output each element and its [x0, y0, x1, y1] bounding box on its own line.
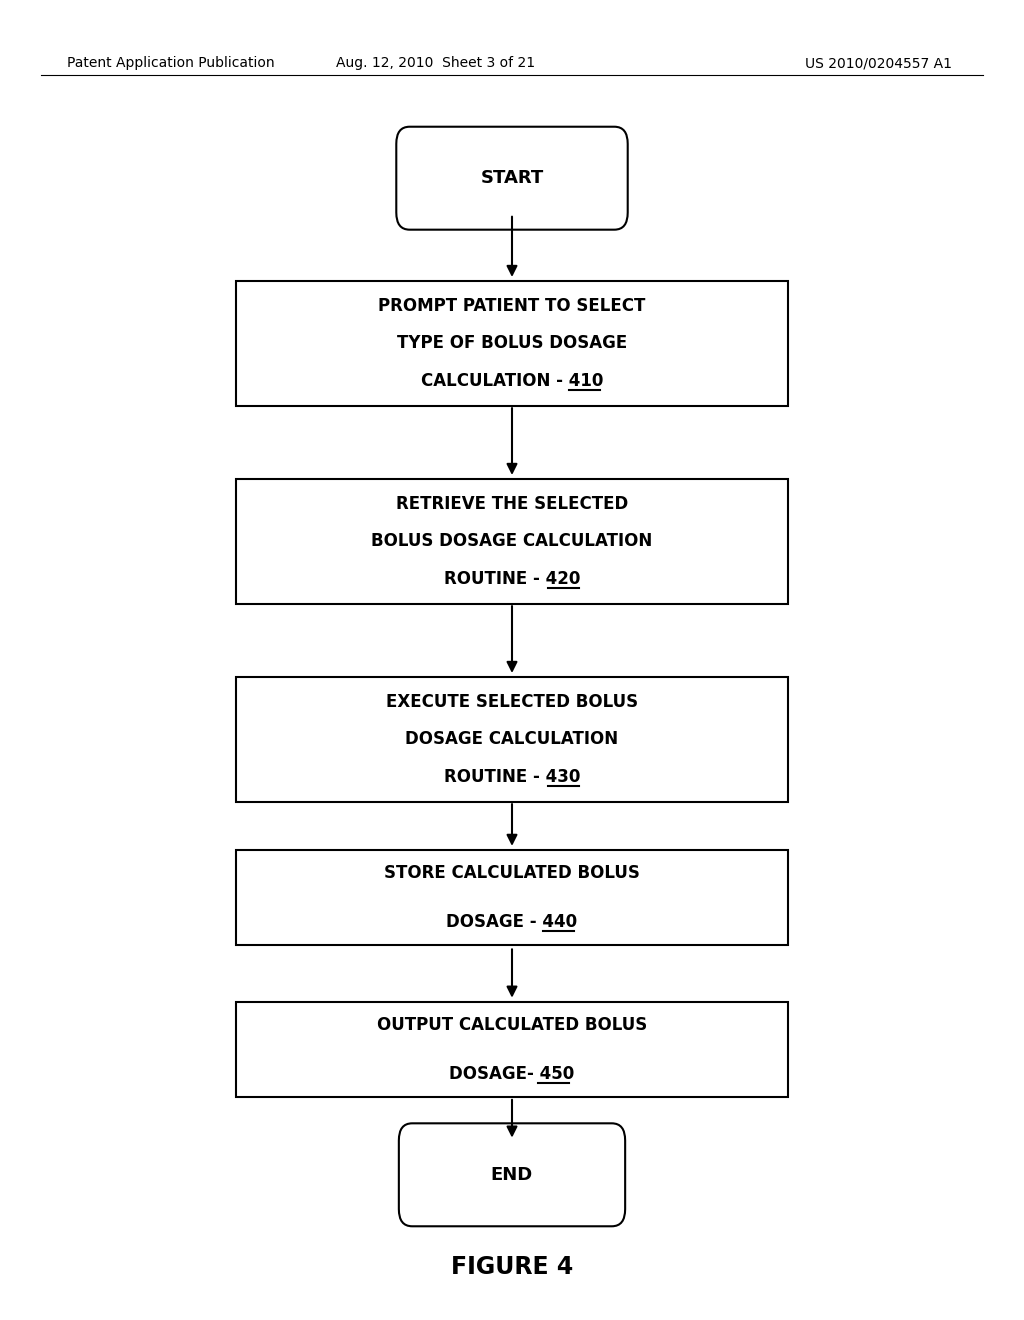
Text: CALCULATION - 410: CALCULATION - 410 — [421, 372, 603, 389]
Text: DOSAGE - 440: DOSAGE - 440 — [446, 913, 578, 932]
Text: Aug. 12, 2010  Sheet 3 of 21: Aug. 12, 2010 Sheet 3 of 21 — [336, 57, 535, 70]
Bar — [236, 281, 788, 407]
Bar — [236, 676, 788, 801]
Bar — [236, 479, 788, 605]
Text: US 2010/0204557 A1: US 2010/0204557 A1 — [805, 57, 952, 70]
Text: START: START — [480, 169, 544, 187]
Text: FIGURE 4: FIGURE 4 — [451, 1255, 573, 1279]
Text: DOSAGE CALCULATION: DOSAGE CALCULATION — [406, 730, 618, 748]
Text: ROUTINE - 420: ROUTINE - 420 — [443, 570, 581, 587]
Text: PROMPT PATIENT TO SELECT: PROMPT PATIENT TO SELECT — [378, 297, 646, 314]
Text: Patent Application Publication: Patent Application Publication — [67, 57, 274, 70]
Bar — [236, 850, 788, 945]
Text: ROUTINE - 430: ROUTINE - 430 — [443, 768, 581, 785]
Text: OUTPUT CALCULATED BOLUS: OUTPUT CALCULATED BOLUS — [377, 1015, 647, 1034]
Text: DOSAGE- 450: DOSAGE- 450 — [450, 1065, 574, 1084]
Text: TYPE OF BOLUS DOSAGE: TYPE OF BOLUS DOSAGE — [397, 334, 627, 352]
Text: EXECUTE SELECTED BOLUS: EXECUTE SELECTED BOLUS — [386, 693, 638, 710]
Text: RETRIEVE THE SELECTED: RETRIEVE THE SELECTED — [396, 495, 628, 512]
Text: BOLUS DOSAGE CALCULATION: BOLUS DOSAGE CALCULATION — [372, 532, 652, 550]
Bar — [236, 1002, 788, 1097]
FancyBboxPatch shape — [398, 1123, 625, 1226]
FancyBboxPatch shape — [396, 127, 628, 230]
Text: END: END — [490, 1166, 534, 1184]
Text: STORE CALCULATED BOLUS: STORE CALCULATED BOLUS — [384, 863, 640, 882]
